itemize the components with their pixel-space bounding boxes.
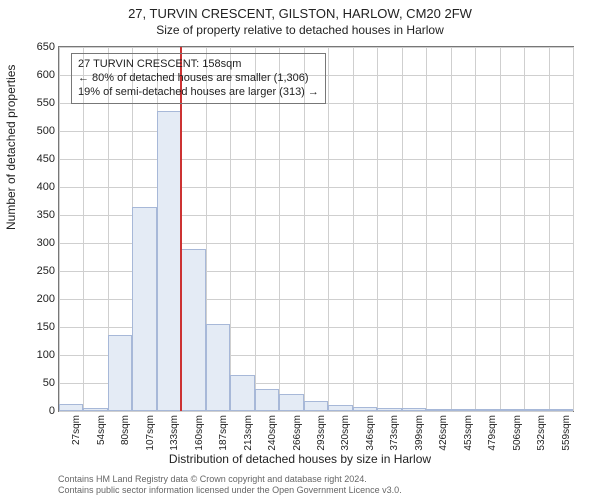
x-tick-label: 479sqm xyxy=(487,415,498,451)
chart-title-line2: Size of property relative to detached ho… xyxy=(0,23,600,39)
histogram-bar xyxy=(279,394,303,411)
x-tick-label: 240sqm xyxy=(267,415,278,451)
x-tick-label: 133sqm xyxy=(169,415,180,451)
y-axis-label: Number of detached properties xyxy=(4,65,18,230)
x-tick-label: 27sqm xyxy=(71,415,82,445)
info-box-line1: 27 TURVIN CRESCENT: 158sqm xyxy=(78,58,319,72)
gridline-v xyxy=(549,47,550,411)
x-tick-label: 506sqm xyxy=(512,415,523,451)
histogram-bar xyxy=(426,409,450,411)
info-box-line2: ← 80% of detached houses are smaller (1,… xyxy=(78,72,319,86)
histogram-bar xyxy=(549,409,573,411)
gridline-v xyxy=(353,47,354,411)
gridline-v xyxy=(524,47,525,411)
histogram-bar xyxy=(59,404,83,411)
x-tick-label: 426sqm xyxy=(438,415,449,451)
histogram-bar xyxy=(475,409,499,411)
histogram-bar xyxy=(524,409,548,411)
x-tick-label: 346sqm xyxy=(365,415,376,451)
gridline-h xyxy=(59,47,573,48)
gridline-h xyxy=(59,131,573,132)
gridline-v xyxy=(328,47,329,411)
x-tick-label: 532sqm xyxy=(536,415,547,451)
attribution-line1: Contains HM Land Registry data © Crown c… xyxy=(58,474,402,485)
page-root: 27, TURVIN CRESCENT, GILSTON, HARLOW, CM… xyxy=(0,0,600,500)
gridline-h xyxy=(59,411,573,412)
histogram-bar xyxy=(83,408,107,411)
x-tick-label: 160sqm xyxy=(194,415,205,451)
gridline-v xyxy=(475,47,476,411)
gridline-v xyxy=(451,47,452,411)
histogram-bar xyxy=(255,389,279,411)
histogram-bar xyxy=(402,408,426,411)
x-tick-label: 107sqm xyxy=(145,415,156,451)
x-tick-label: 320sqm xyxy=(340,415,351,451)
gridline-v xyxy=(573,47,574,411)
x-tick-label: 80sqm xyxy=(120,415,131,445)
x-tick-label: 213sqm xyxy=(243,415,254,451)
y-tick-label: 300 xyxy=(21,237,55,249)
plot-area: 0501001502002503003504004505005506006502… xyxy=(58,46,574,412)
y-tick-label: 100 xyxy=(21,349,55,361)
histogram-bar xyxy=(451,409,475,411)
attribution-line2: Contains public sector information licen… xyxy=(58,485,402,496)
y-tick-label: 250 xyxy=(21,265,55,277)
histogram-bar xyxy=(328,405,352,411)
info-box-line3: 19% of semi-detached houses are larger (… xyxy=(78,86,319,100)
histogram-bar xyxy=(377,408,401,411)
info-box: 27 TURVIN CRESCENT: 158sqm ← 80% of deta… xyxy=(71,53,326,104)
y-tick-label: 350 xyxy=(21,209,55,221)
gridline-h xyxy=(59,187,573,188)
y-tick-label: 400 xyxy=(21,181,55,193)
gridline-h xyxy=(59,159,573,160)
y-tick-label: 50 xyxy=(21,377,55,389)
gridline-v xyxy=(402,47,403,411)
histogram-bar xyxy=(157,111,181,411)
y-tick-label: 150 xyxy=(21,321,55,333)
histogram-bar xyxy=(132,207,156,411)
gridline-v xyxy=(426,47,427,411)
y-tick-label: 500 xyxy=(21,125,55,137)
y-tick-label: 0 xyxy=(21,405,55,417)
y-tick-label: 550 xyxy=(21,97,55,109)
x-tick-label: 453sqm xyxy=(463,415,474,451)
gridline-v xyxy=(377,47,378,411)
histogram-bar xyxy=(181,249,205,411)
histogram-bar xyxy=(353,407,377,411)
x-tick-label: 399sqm xyxy=(414,415,425,451)
histogram-bar xyxy=(500,409,524,411)
x-tick-label: 266sqm xyxy=(292,415,303,451)
y-tick-label: 200 xyxy=(21,293,55,305)
chart-title-line1: 27, TURVIN CRESCENT, GILSTON, HARLOW, CM… xyxy=(0,6,600,23)
histogram-bar xyxy=(206,324,230,411)
attribution: Contains HM Land Registry data © Crown c… xyxy=(58,474,402,496)
histogram-bar xyxy=(108,335,132,411)
x-tick-label: 373sqm xyxy=(389,415,400,451)
gridline-v xyxy=(59,47,60,411)
histogram-bar xyxy=(304,401,328,411)
y-tick-label: 650 xyxy=(21,41,55,53)
y-tick-label: 450 xyxy=(21,153,55,165)
y-tick-label: 600 xyxy=(21,69,55,81)
x-tick-label: 293sqm xyxy=(316,415,327,451)
x-tick-label: 559sqm xyxy=(561,415,572,451)
x-axis-label: Distribution of detached houses by size … xyxy=(0,452,600,466)
x-tick-label: 54sqm xyxy=(96,415,107,445)
histogram-bar xyxy=(230,375,254,411)
gridline-v xyxy=(500,47,501,411)
x-tick-label: 187sqm xyxy=(218,415,229,451)
